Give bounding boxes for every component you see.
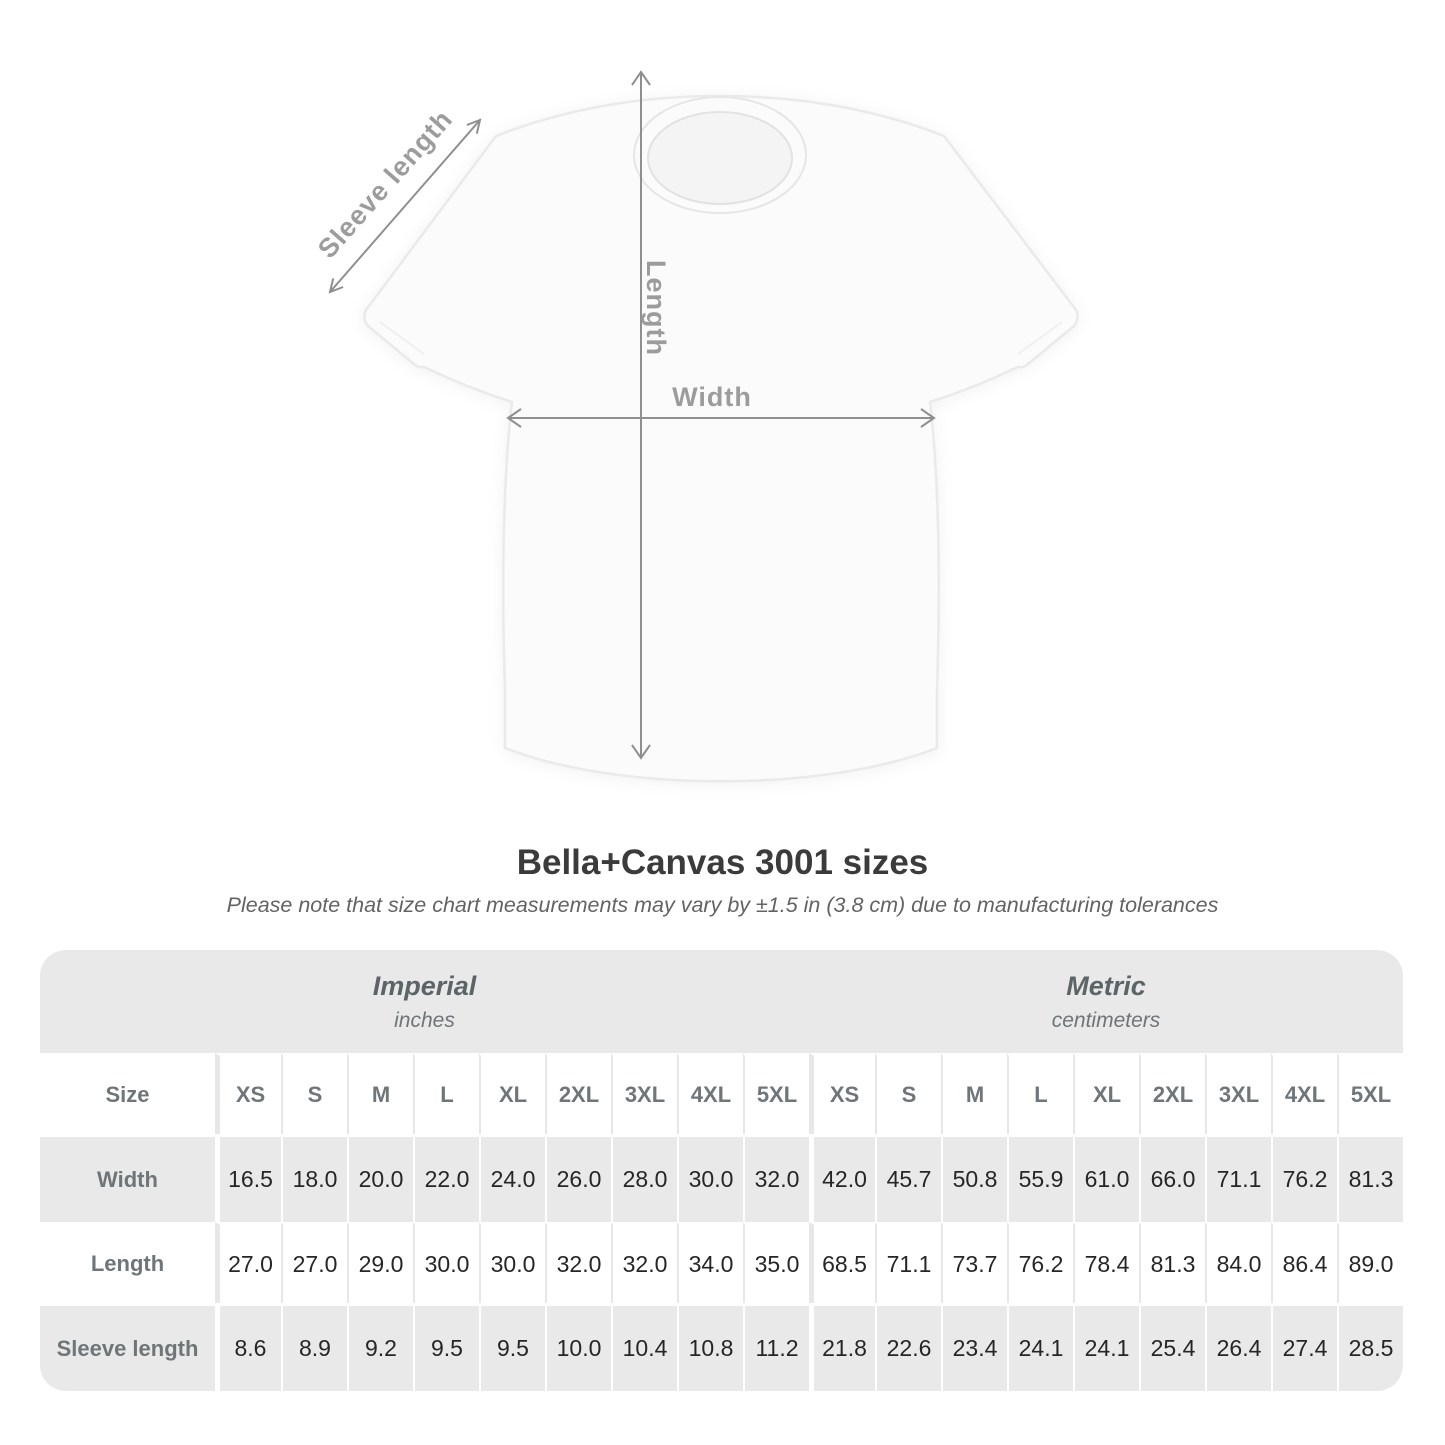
size-value-cell: 9.5 (479, 1303, 545, 1391)
size-column-header: XL (479, 1053, 545, 1134)
size-column-header: L (1007, 1053, 1073, 1134)
page-title: Bella+Canvas 3001 sizes (516, 843, 929, 882)
length-label: Length (641, 260, 671, 356)
size-column-header: 5XL (1337, 1053, 1403, 1134)
size-column-header: 3XL (611, 1053, 677, 1134)
size-value-cell: 81.3 (1139, 1222, 1205, 1303)
measurement-row-label: Sleeve length (40, 1303, 215, 1391)
size-value-cell: 10.0 (545, 1303, 611, 1391)
size-value-cell: 30.0 (413, 1222, 479, 1303)
size-value-cell: 50.8 (941, 1134, 1007, 1222)
size-column-header: M (941, 1053, 1007, 1134)
size-value-cell: 9.5 (413, 1303, 479, 1391)
size-value-cell: 28.0 (611, 1134, 677, 1222)
size-value-cell: 27.0 (281, 1222, 347, 1303)
size-value-cell: 30.0 (677, 1134, 743, 1222)
size-value-cell: 22.6 (875, 1303, 941, 1391)
left-cuff-seam (379, 321, 425, 355)
size-column-header: XS (215, 1053, 281, 1134)
size-value-cell: 42.0 (809, 1134, 875, 1222)
section-title: Metric (1066, 970, 1146, 1001)
width-arrow (506, 408, 936, 428)
measurement-row-label: Width (40, 1134, 215, 1222)
size-value-cell: 25.4 (1139, 1303, 1205, 1391)
section-unit: centimeters (1051, 1008, 1161, 1032)
size-column-header: XS (809, 1053, 875, 1134)
sleeve-length-arrow (328, 118, 482, 294)
size-value-cell: 32.0 (611, 1222, 677, 1303)
size-value-cell: 76.2 (1271, 1134, 1337, 1222)
size-column-header: 4XL (1271, 1053, 1337, 1134)
size-value-cell: 23.4 (941, 1303, 1007, 1391)
size-column-header: 2XL (545, 1053, 611, 1134)
size-value-cell: 71.1 (1205, 1134, 1271, 1222)
size-value-cell: 61.0 (1073, 1134, 1139, 1222)
size-value-cell: 73.7 (941, 1222, 1007, 1303)
tolerance-note: Please note that size chart measurements… (226, 893, 1219, 917)
size-value-cell: 71.1 (875, 1222, 941, 1303)
tshirt-size-diagram: Sleeve length Length Width (312, 70, 1079, 783)
size-column-header: S (875, 1053, 941, 1134)
tshirt-outline (363, 94, 1079, 783)
size-value-cell: 84.0 (1205, 1222, 1271, 1303)
length-arrow (631, 70, 651, 760)
size-value-cell: 34.0 (677, 1222, 743, 1303)
size-value-cell: 27.0 (215, 1222, 281, 1303)
size-value-cell: 21.8 (809, 1303, 875, 1391)
size-value-cell: 76.2 (1007, 1222, 1073, 1303)
size-column-header: 4XL (677, 1053, 743, 1134)
collar-opening (647, 111, 793, 205)
size-column-header: L (413, 1053, 479, 1134)
size-value-cell: 55.9 (1007, 1134, 1073, 1222)
size-value-cell: 86.4 (1271, 1222, 1337, 1303)
size-value-cell: 32.0 (545, 1222, 611, 1303)
imperial-section-header: Imperial inches (40, 950, 809, 1053)
section-unit: inches (394, 1008, 455, 1032)
size-value-cell: 18.0 (281, 1134, 347, 1222)
size-value-cell: 68.5 (809, 1222, 875, 1303)
size-column-header: XL (1073, 1053, 1139, 1134)
size-value-cell: 24.1 (1073, 1303, 1139, 1391)
size-value-cell: 66.0 (1139, 1134, 1205, 1222)
size-value-cell: 81.3 (1337, 1134, 1403, 1222)
size-value-cell: 24.0 (479, 1134, 545, 1222)
size-column-header: S (281, 1053, 347, 1134)
size-column-header: 3XL (1205, 1053, 1271, 1134)
size-value-cell: 89.0 (1337, 1222, 1403, 1303)
width-label: Width (672, 382, 752, 412)
size-column-header: 5XL (743, 1053, 809, 1134)
metric-section-header: Metric centimeters (809, 950, 1403, 1053)
size-value-cell: 11.2 (743, 1303, 809, 1391)
size-value-cell: 22.0 (413, 1134, 479, 1222)
size-value-cell: 9.2 (347, 1303, 413, 1391)
size-value-cell: 28.5 (1337, 1303, 1403, 1391)
size-value-cell: 78.4 (1073, 1222, 1139, 1303)
size-value-cell: 10.8 (677, 1303, 743, 1391)
size-value-cell: 32.0 (743, 1134, 809, 1222)
size-value-cell: 8.6 (215, 1303, 281, 1391)
size-column-header: 2XL (1139, 1053, 1205, 1134)
size-value-cell: 27.4 (1271, 1303, 1337, 1391)
size-value-cell: 35.0 (743, 1222, 809, 1303)
size-value-cell: 24.1 (1007, 1303, 1073, 1391)
size-corner-header: Size (40, 1053, 215, 1134)
size-column-header: M (347, 1053, 413, 1134)
section-title: Imperial (372, 970, 477, 1001)
size-value-cell: 30.0 (479, 1222, 545, 1303)
size-value-cell: 20.0 (347, 1134, 413, 1222)
size-value-cell: 29.0 (347, 1222, 413, 1303)
size-value-cell: 8.9 (281, 1303, 347, 1391)
measurement-row-label: Length (40, 1222, 215, 1303)
size-value-cell: 16.5 (215, 1134, 281, 1222)
size-value-cell: 45.7 (875, 1134, 941, 1222)
size-value-cell: 26.4 (1205, 1303, 1271, 1391)
size-value-cell: 10.4 (611, 1303, 677, 1391)
right-cuff-seam (1017, 321, 1063, 355)
size-value-cell: 26.0 (545, 1134, 611, 1222)
size-table: Imperial inches Metric centimeters Size XS S M L… (40, 950, 1403, 1391)
